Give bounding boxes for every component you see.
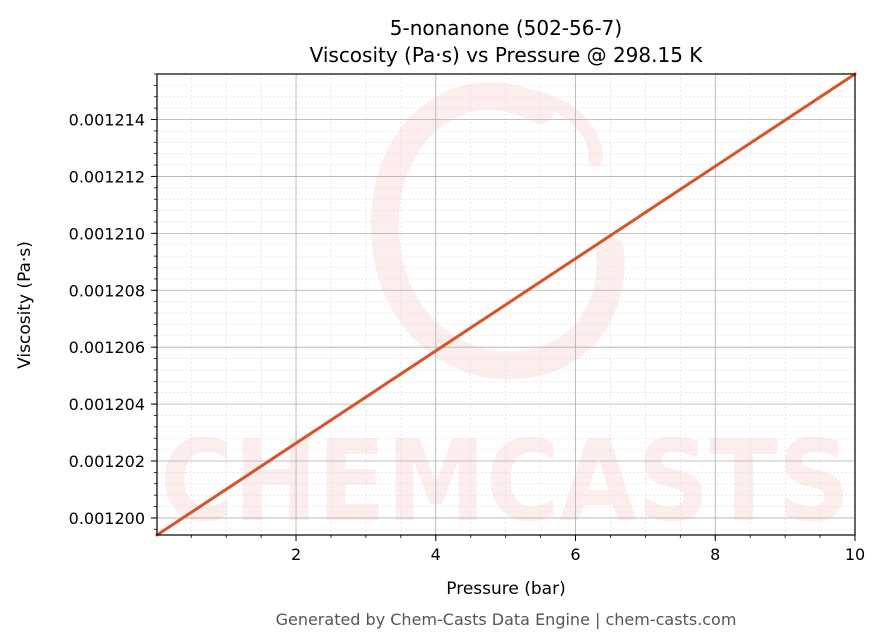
watermark: CHEMCASTS: [160, 82, 850, 547]
series-line: [155, 72, 857, 537]
y-tick-label: 0.001202: [69, 452, 145, 471]
chart-title: 5-nonanone (502-56-7): [390, 16, 622, 40]
y-tick-label: 0.001212: [69, 167, 145, 186]
y-tick-label: 0.001210: [69, 224, 145, 243]
watermark-logo-icon: [370, 82, 625, 380]
x-tick-label: 2: [291, 545, 301, 564]
x-tick-label: 4: [431, 545, 441, 564]
chart-subtitle: Viscosity (Pa·s) vs Pressure @ 298.15 K: [310, 43, 704, 67]
y-tick-label: 0.001214: [69, 111, 145, 130]
y-tick-label: 0.001204: [69, 395, 145, 414]
y-tick-label: 0.001200: [69, 509, 145, 528]
major-gridlines: [157, 74, 856, 535]
footer-credit: Generated by Chem-Casts Data Engine | ch…: [276, 610, 737, 629]
series-layer: [155, 72, 857, 537]
y-tick-label: 0.001206: [69, 338, 145, 357]
watermark-text: CHEMCASTS: [160, 417, 850, 547]
x-tick-label: 6: [570, 545, 580, 564]
x-tick-label: 8: [710, 545, 720, 564]
y-axis-label: Viscosity (Pa·s): [15, 241, 35, 369]
y-axis: 0.001200 0.001202 0.001204 0.001206 0.001208…: [69, 73, 157, 530]
x-tick-label: 10: [845, 545, 865, 564]
x-axis-label: Pressure (bar): [446, 579, 565, 599]
y-tick-label: 0.001208: [69, 281, 145, 300]
x-axis: 2 4 6 8 10: [190, 535, 865, 564]
